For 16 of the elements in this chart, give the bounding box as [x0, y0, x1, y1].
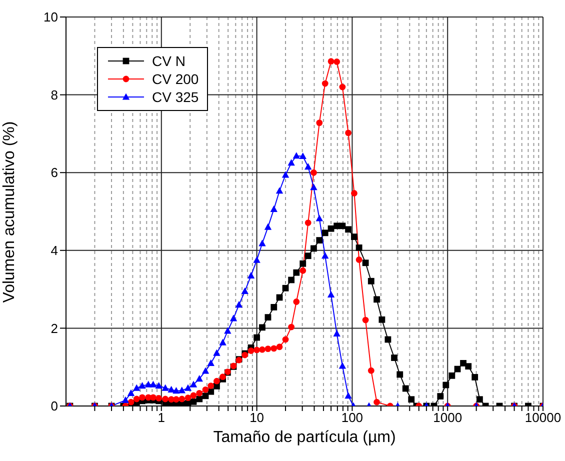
x-tick-label: 10000 [524, 410, 562, 426]
y-tick-label: 6 [50, 165, 58, 180]
y-tick-label: 2 [50, 320, 58, 336]
legend-label: CV 325 [152, 88, 199, 106]
x-tick-label: 1000 [433, 410, 462, 426]
y-tick-label: 10 [44, 10, 58, 25]
y-tick-label: 4 [50, 243, 58, 258]
y-tick-label: 8 [50, 87, 58, 102]
y-axis-title: Volumen acumulativo (%) [0, 120, 19, 302]
y-tick-label: 0 [50, 398, 58, 414]
x-tick-label: 10 [250, 410, 264, 426]
x-axis-title: Tamaño de partícula (µm) [212, 429, 397, 447]
legend-label: CV 200 [152, 70, 199, 88]
x-tick-label: 100 [341, 410, 364, 426]
legend-label: CV N [152, 52, 186, 70]
x-tick-label: 1 [158, 410, 166, 426]
